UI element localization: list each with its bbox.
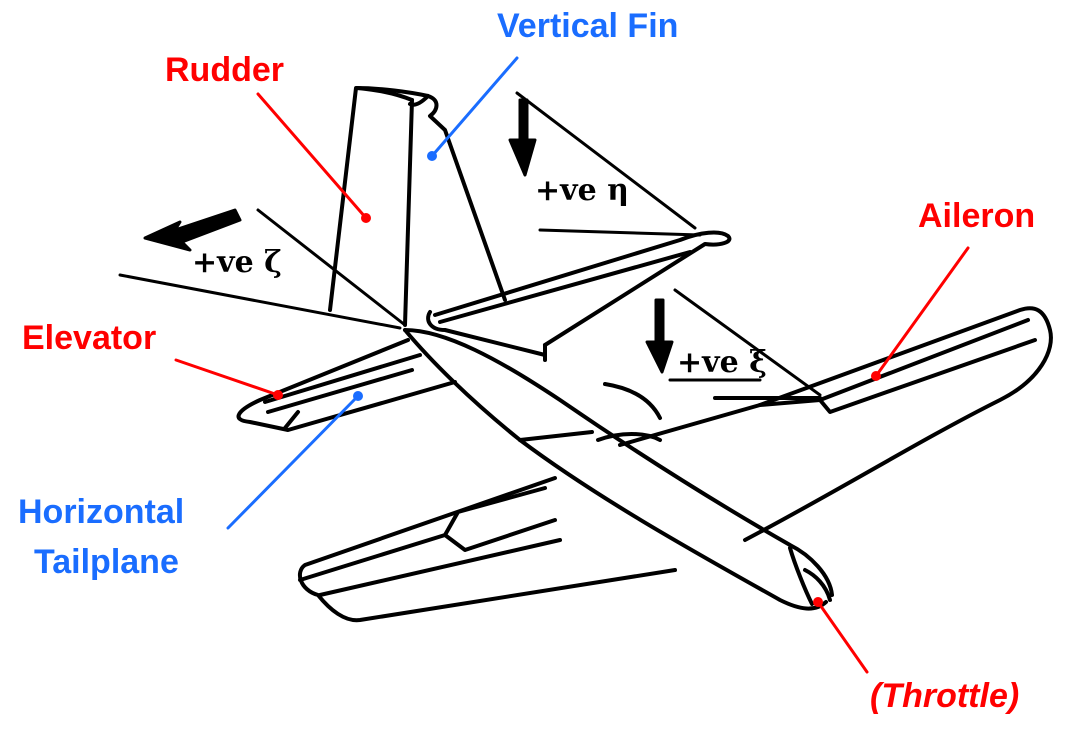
rudder-label: Rudder (165, 51, 284, 89)
vertical-fin-shape (328, 86, 507, 327)
elevator-arrow-icon (508, 98, 537, 177)
elevator-leader (174, 358, 283, 400)
horizontal-tailplane-leader (226, 391, 363, 530)
aileron-leader (871, 246, 970, 381)
xi-sign-label: +ve ξ (677, 345, 767, 380)
horizontal-tailplane-shape (236, 338, 457, 432)
fuselage-shape (403, 328, 834, 611)
aileron-sign-lines (668, 288, 822, 397)
throttle-leader (813, 597, 869, 674)
zeta-sign-label: +ve ζ (192, 245, 282, 280)
left-wing-shape (297, 476, 677, 623)
rudder-leader (256, 92, 371, 223)
elevator-label: Elevator (22, 319, 157, 357)
throttle-label: (Throttle) (870, 677, 1020, 715)
horizontal-tailplane-label-line2: Tailplane (34, 543, 179, 581)
right-wing-shape (618, 306, 1053, 542)
elevator-sign-lines (515, 91, 702, 237)
horizontal-tailplane-label-line1: Horizontal (18, 493, 185, 531)
aileron-arrow-icon (645, 298, 674, 374)
aileron-label: Aileron (918, 197, 1036, 235)
vertical-fin-label: Vertical Fin (497, 7, 679, 45)
eta-sign-label: +ve η (535, 173, 629, 208)
rudder-arrow-icon (143, 208, 242, 252)
rudder-sign-lines (118, 208, 407, 330)
vertical-fin-leader (427, 56, 519, 161)
